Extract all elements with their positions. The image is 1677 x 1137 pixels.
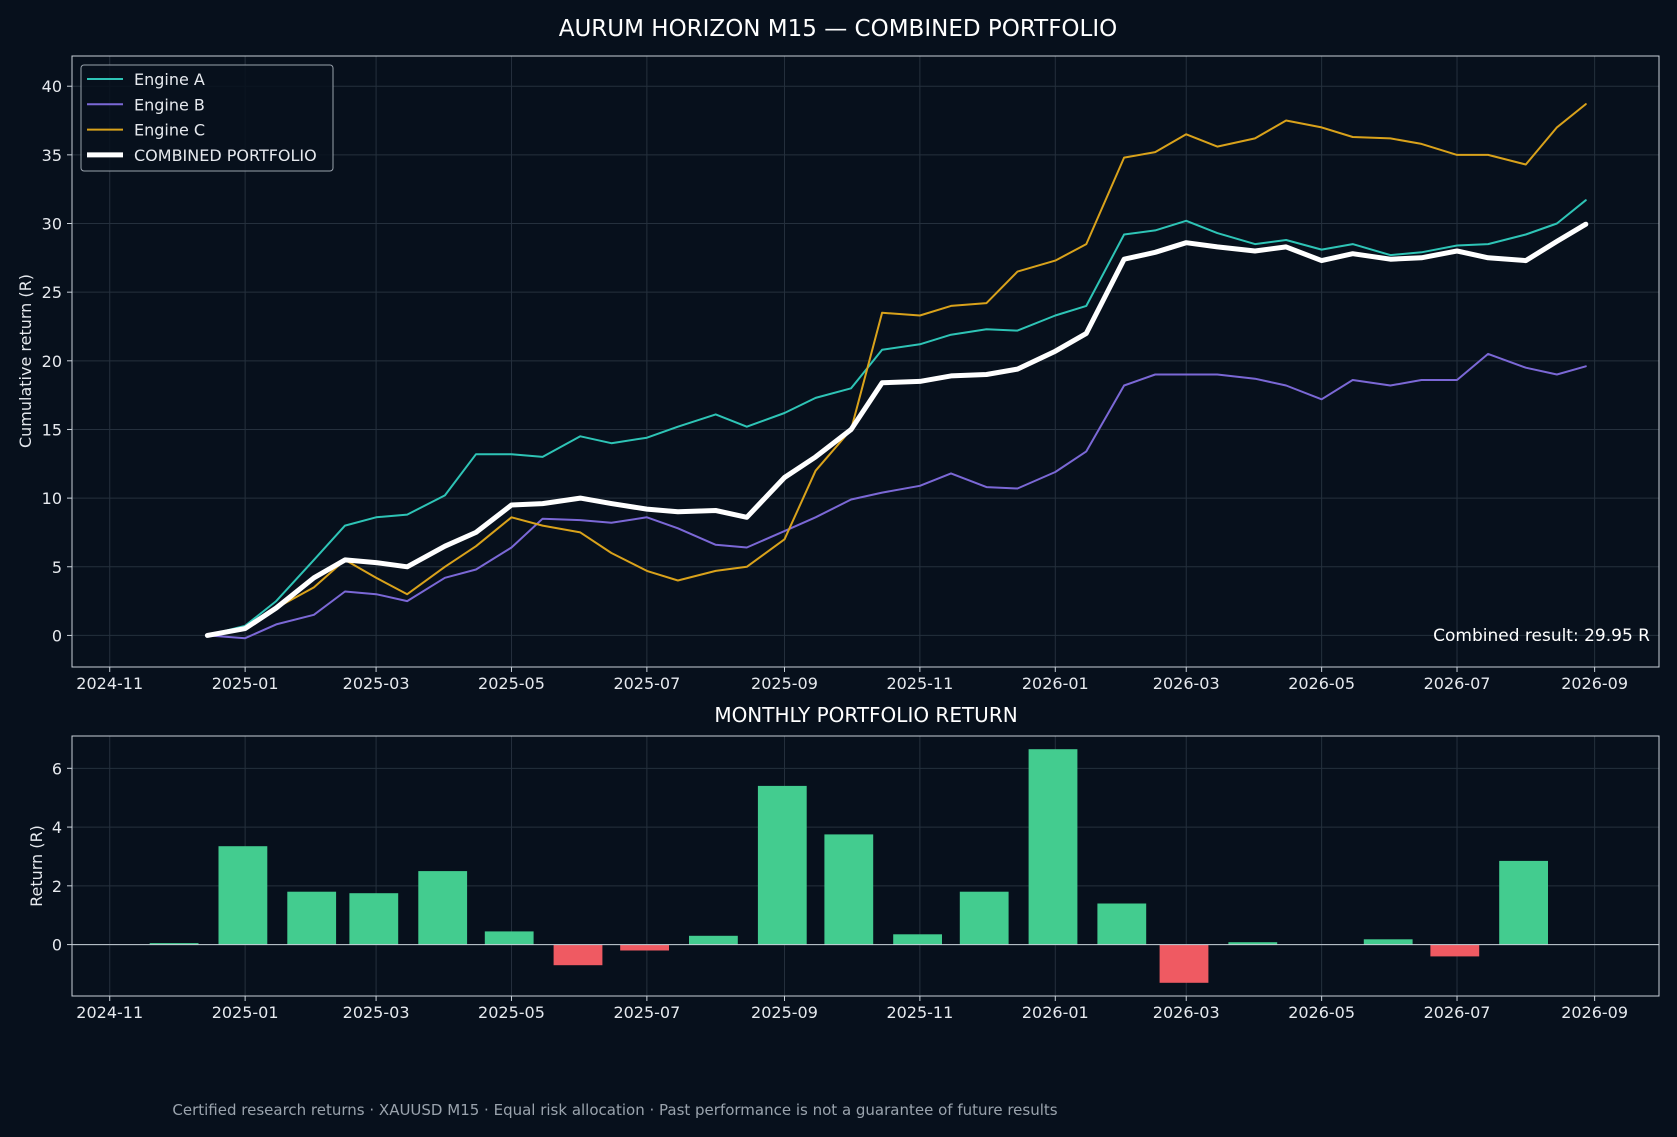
y-tick-label: 40 <box>42 77 62 96</box>
y-tick-label: 20 <box>42 352 62 371</box>
bar-2026-03 <box>1228 942 1278 945</box>
bar-2025-02 <box>349 893 399 945</box>
monthly-y-axis-label: Return (R) <box>27 825 46 907</box>
x-tick-label: 2026-07 <box>1424 674 1491 693</box>
x-tick-label: 2026-03 <box>1153 1003 1220 1022</box>
monthly-panel: MONTHLY PORTFOLIO RETURN 2024-11 2025-01 2… <box>27 703 1660 1022</box>
y-tick-label: 0 <box>52 936 62 955</box>
y-tick-label: 4 <box>52 818 62 837</box>
chart-title: AURUM HORIZON M15 — COMBINED PORTFOLIO <box>559 16 1118 42</box>
bar-2026-05 <box>1363 939 1413 945</box>
bar-2025-11 <box>959 891 1009 945</box>
cumulative-plot-frame <box>71 55 1660 668</box>
x-tick-label: 2025-05 <box>478 1003 545 1022</box>
x-tick-label: 2025-01 <box>212 1003 279 1022</box>
x-tick-label: 2024-11 <box>76 1003 143 1022</box>
bar-2025-12 <box>1028 749 1078 945</box>
bar-2025-05 <box>553 944 603 966</box>
x-tick-label: 2026-09 <box>1561 1003 1628 1022</box>
series-line-engine-c <box>206 103 1587 637</box>
y-tick-label: 25 <box>42 283 62 302</box>
y-tick-label: 35 <box>42 146 62 165</box>
y-tick-label: 2 <box>52 877 62 896</box>
bar-2025-03 <box>418 871 468 945</box>
cumulative-y-ticks: 0 5 10 15 20 25 30 35 40 <box>42 77 72 645</box>
monthly-chart-title: MONTHLY PORTFOLIO RETURN <box>714 703 1017 727</box>
x-tick-label: 2026-05 <box>1288 674 1355 693</box>
legend-label: COMBINED PORTFOLIO <box>134 146 317 165</box>
cumulative-lines <box>204 103 1589 640</box>
x-tick-label: 2025-11 <box>886 1003 953 1022</box>
monthly-bars <box>149 749 1548 983</box>
combined-result-annotation: Combined result: 29.95 R <box>1433 626 1650 646</box>
x-tick-label: 2024-11 <box>76 674 143 693</box>
bar-2026-07 <box>1499 860 1548 945</box>
y-tick-label: 30 <box>42 215 62 234</box>
x-tick-label: 2026-07 <box>1424 1003 1491 1022</box>
series-line-engine-b <box>206 352 1587 640</box>
bar-2024-11 <box>149 943 199 945</box>
legend-label: Engine B <box>134 95 205 114</box>
x-tick-label: 2026-01 <box>1022 1003 1089 1022</box>
x-tick-label: 2025-03 <box>343 1003 410 1022</box>
x-tick-label: 2026-01 <box>1022 674 1089 693</box>
x-tick-label: 2025-09 <box>751 674 818 693</box>
x-tick-label: 2025-01 <box>212 674 279 693</box>
legend: Engine A Engine B Engine C COMBINED PORTFOL… <box>80 64 334 172</box>
bar-2025-04 <box>484 931 534 945</box>
x-tick-label: 2025-07 <box>613 674 680 693</box>
bar-2025-09 <box>824 834 874 945</box>
bar-2026-01 <box>1097 903 1147 945</box>
monthly-plot-frame <box>71 735 1660 997</box>
x-tick-label: 2026-05 <box>1288 1003 1355 1022</box>
y-tick-label: 15 <box>42 420 62 439</box>
bar-2025-06 <box>620 944 669 951</box>
x-tick-label: 2025-03 <box>343 674 410 693</box>
bar-2026-06 <box>1430 944 1480 957</box>
y-tick-label: 5 <box>52 558 62 577</box>
series-line-engine-a <box>206 199 1587 637</box>
x-tick-label: 2025-09 <box>751 1003 818 1022</box>
cumulative-y-axis-label: Cumulative return (R) <box>16 274 35 448</box>
monthly-x-ticks: 2024-11 2025-01 2025-03 2025-05 2025-07 2025-… <box>76 996 1628 1022</box>
legend-box <box>80 64 334 172</box>
cumulative-panel: 2024-11 2025-01 2025-03 2025-05 2025-07 2025-… <box>16 55 1660 693</box>
x-tick-label: 2026-09 <box>1561 674 1628 693</box>
bar-2025-08 <box>757 785 807 945</box>
bar-2024-12 <box>218 846 268 945</box>
series-line-combined-portfolio <box>204 221 1589 638</box>
y-tick-label: 10 <box>42 489 62 508</box>
bar-2025-07 <box>689 935 738 945</box>
monthly-y-ticks: 0 2 4 6 <box>52 759 72 955</box>
y-tick-label: 0 <box>52 626 62 645</box>
bar-2025-01 <box>287 891 337 945</box>
x-tick-label: 2026-03 <box>1153 674 1220 693</box>
cumulative-grid <box>72 56 1659 667</box>
x-tick-label: 2025-05 <box>478 674 545 693</box>
bar-2025-10 <box>893 934 942 945</box>
legend-label: Engine A <box>134 70 205 89</box>
y-tick-label: 6 <box>52 759 62 778</box>
cumulative-x-ticks: 2024-11 2025-01 2025-03 2025-05 2025-07 2025-… <box>76 667 1628 693</box>
x-tick-label: 2025-11 <box>886 674 953 693</box>
bar-2026-02 <box>1159 944 1209 983</box>
disclaimer-footer: Certified research returns · XAUUSD M15 … <box>172 1101 1057 1119</box>
legend-label: Engine C <box>134 121 205 140</box>
x-tick-label: 2025-07 <box>613 1003 680 1022</box>
